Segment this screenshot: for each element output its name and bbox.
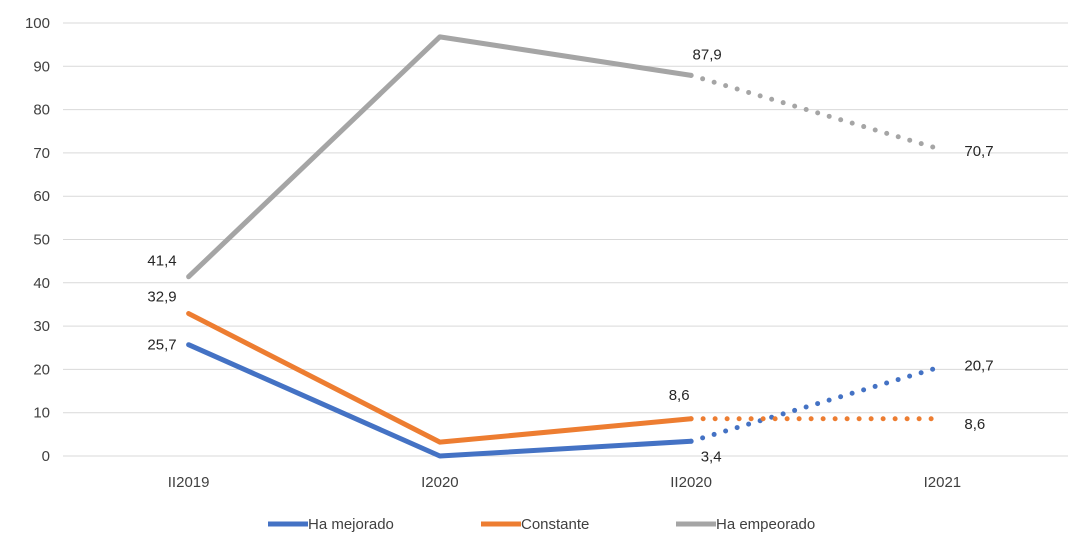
- data-label: 32,9: [147, 289, 176, 306]
- data-label: 70,7: [964, 143, 993, 160]
- series-projection-line: [688, 72, 945, 153]
- data-labels: 25,7 3,4 20,7 32,9 8,6 8,6 41,4 87,9 70,7: [147, 46, 993, 465]
- y-tick-label: 70: [33, 145, 50, 162]
- legend: Ha mejorado Constante Ha empeorado: [268, 516, 815, 533]
- series-line: [186, 342, 694, 459]
- data-label: 41,4: [147, 253, 176, 270]
- y-tick-label: 100: [25, 15, 50, 32]
- grid-lines: [63, 22, 1068, 457]
- y-tick-label: 80: [33, 102, 50, 119]
- x-tick-label: I2020: [421, 474, 459, 491]
- legend-label: Constante: [521, 516, 589, 533]
- data-label: 8,6: [964, 416, 985, 433]
- x-tick-label: II2019: [168, 474, 210, 491]
- y-tick-label: 40: [33, 275, 50, 292]
- data-label: 20,7: [964, 357, 993, 374]
- x-tick-label: I2021: [924, 474, 962, 491]
- series-projection-line: [688, 363, 945, 444]
- data-label: 25,7: [147, 337, 176, 354]
- legend-label: Ha empeorado: [716, 516, 815, 533]
- x-tick-label: II2020: [670, 474, 712, 491]
- series-lines: [186, 34, 945, 459]
- y-tick-label: 30: [33, 318, 50, 335]
- y-tick-label: 60: [33, 188, 50, 205]
- data-label: 8,6: [669, 387, 690, 404]
- y-tick-label: 0: [42, 448, 50, 465]
- legend-label: Ha mejorado: [308, 516, 394, 533]
- series-line: [186, 311, 694, 445]
- x-axis-ticks: II2019 I2020 II2020 I2021: [168, 474, 961, 491]
- y-tick-label: 20: [33, 361, 50, 378]
- data-label: 87,9: [693, 46, 722, 63]
- data-label: 3,4: [701, 448, 722, 465]
- y-tick-label: 90: [33, 58, 50, 75]
- y-tick-label: 50: [33, 232, 50, 249]
- y-tick-label: 10: [33, 405, 50, 422]
- y-axis-ticks: 0 10 20 30 40 50 60 70 80 90 100: [25, 15, 50, 465]
- series-line: [186, 34, 694, 280]
